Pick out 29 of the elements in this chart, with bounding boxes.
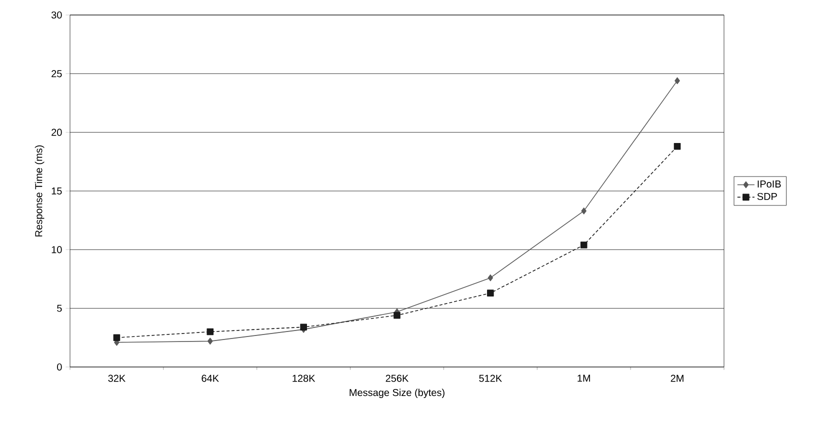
y-tick-label: 20	[52, 128, 62, 136]
point	[580, 242, 588, 248]
x-tick-label: 512K	[479, 374, 502, 382]
legend-label: SDP	[757, 192, 777, 200]
y-tick-label: 10	[52, 246, 62, 254]
point	[581, 208, 587, 214]
x-tick-label: 128K	[292, 374, 316, 382]
x-tick-label: 256K	[386, 374, 409, 382]
point	[113, 334, 120, 342]
point	[674, 143, 681, 150]
y-tick-label: 30	[51, 11, 62, 19]
y-tick-label: 0	[57, 363, 62, 371]
point	[394, 312, 400, 319]
x-tick-label: 2M	[670, 374, 684, 382]
point	[488, 274, 494, 282]
point	[208, 338, 213, 345]
legend-label: IPoIB	[758, 180, 781, 188]
x-axis-title: Message Size (bytes)	[350, 388, 444, 398]
x-tick-label: 64K	[202, 374, 219, 382]
y-axis-title: Response Time (ms)	[34, 145, 44, 236]
point	[206, 328, 214, 336]
point	[300, 324, 307, 330]
x-tick-label: 32K	[108, 374, 126, 382]
y-tick-label: 25	[52, 70, 62, 78]
point	[674, 77, 680, 84]
x-tick-label: 1M	[578, 374, 590, 382]
point	[487, 290, 494, 296]
y-tick-label: 15	[52, 188, 62, 194]
y-tick-label: 5	[57, 304, 62, 312]
